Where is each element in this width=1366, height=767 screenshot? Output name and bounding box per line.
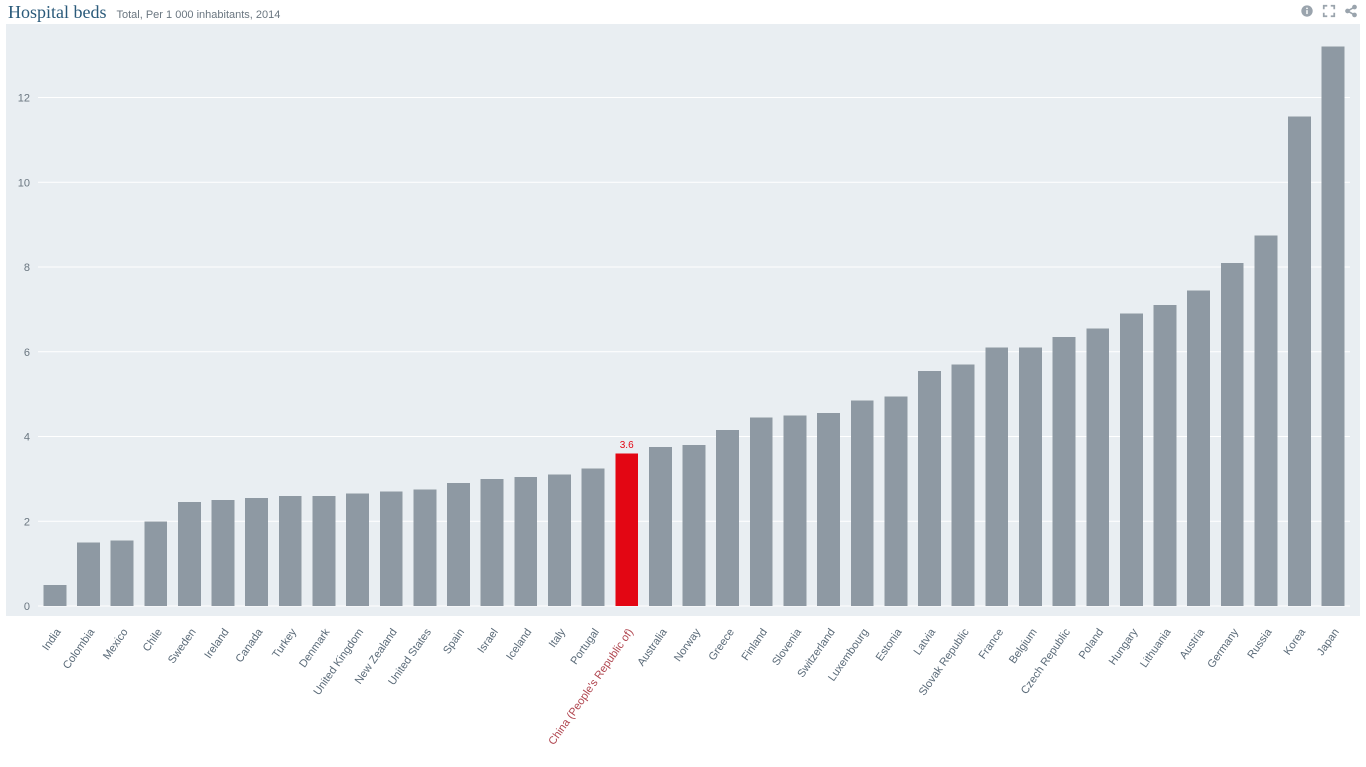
toolbar — [1300, 4, 1358, 18]
bar[interactable] — [683, 445, 706, 606]
y-tick-label: 8 — [24, 262, 30, 274]
x-tick-label: Estonia — [874, 627, 905, 664]
chart-container: Hospital beds Total, Per 1 000 inhabitan… — [0, 0, 1366, 767]
bar[interactable] — [144, 521, 167, 606]
page-title: Hospital beds — [8, 2, 107, 23]
bar[interactable] — [514, 477, 537, 606]
fullscreen-icon[interactable] — [1322, 4, 1336, 18]
bar[interactable] — [447, 483, 470, 606]
x-tick-label: Hungary — [1107, 627, 1141, 668]
bar[interactable] — [1221, 263, 1244, 606]
bar[interactable] — [111, 540, 134, 606]
x-tick-label: Germany — [1205, 627, 1241, 671]
bar[interactable] — [1019, 348, 1042, 606]
y-tick-label: 10 — [18, 177, 30, 189]
x-tick-label: Lithuania — [1138, 627, 1173, 670]
x-tick-label: Chile — [140, 627, 164, 654]
bar[interactable] — [1288, 117, 1311, 606]
bar[interactable] — [783, 415, 806, 606]
bar[interactable] — [43, 585, 66, 606]
x-tick-label: Turkey — [270, 627, 299, 661]
x-tick-label: France — [976, 627, 1005, 662]
bar[interactable] — [1086, 328, 1109, 606]
bar[interactable] — [615, 453, 638, 606]
bar[interactable] — [279, 496, 302, 606]
bar[interactable] — [1322, 47, 1345, 606]
bar[interactable] — [380, 492, 403, 606]
bar[interactable] — [212, 500, 235, 606]
x-axis-labels: IndiaColombiaMexico ChileSwedenIrelandCan… — [6, 618, 1360, 767]
bar[interactable] — [1254, 235, 1277, 606]
x-tick-label: Belgium — [1007, 627, 1040, 666]
bar-value-label: 3.6 — [620, 440, 634, 451]
bar[interactable] — [313, 496, 336, 606]
bar[interactable] — [1120, 314, 1143, 606]
x-tick-label: Poland — [1077, 627, 1106, 662]
x-tick-label: Sweden — [166, 627, 199, 666]
info-icon[interactable] — [1300, 4, 1314, 18]
y-tick-label: 0 — [24, 601, 30, 613]
chart-subtitle: Total, Per 1 000 inhabitants, 2014 — [117, 9, 281, 21]
x-tick-label: Mexico — [101, 627, 131, 662]
x-tick-label: Portugal — [569, 627, 602, 667]
y-tick-label: 12 — [18, 93, 30, 105]
bar[interactable] — [985, 348, 1008, 606]
x-tick-label: Italy — [547, 627, 568, 650]
bar[interactable] — [1187, 290, 1210, 606]
bar[interactable] — [918, 371, 941, 606]
bar[interactable] — [481, 479, 504, 606]
header: Hospital beds Total, Per 1 000 inhabitan… — [0, 0, 1366, 22]
bar[interactable] — [582, 468, 605, 606]
x-tick-label: Iceland — [505, 627, 535, 663]
y-tick-label: 4 — [24, 432, 30, 444]
bar[interactable] — [952, 364, 975, 606]
x-tick-label: Ireland — [203, 627, 232, 661]
x-tick-label: Israel — [476, 627, 501, 656]
bar[interactable] — [649, 447, 672, 606]
x-tick-label: Colombia — [61, 627, 97, 672]
bar[interactable] — [77, 542, 100, 606]
y-tick-label: 6 — [24, 347, 30, 359]
x-tick-label: Australia — [635, 627, 669, 669]
bar[interactable] — [548, 475, 571, 606]
bar[interactable] — [884, 396, 907, 606]
x-tick-label: Finland — [740, 627, 771, 663]
bar[interactable] — [851, 401, 874, 606]
x-tick-label: Norway — [672, 627, 703, 664]
bar[interactable] — [750, 417, 773, 606]
bar-chart-svg: 0 2 4 6 8 10 12 — [6, 24, 1360, 616]
bar[interactable] — [245, 498, 268, 606]
x-tick-label: Austria — [1178, 627, 1207, 662]
y-tick-label: 2 — [24, 516, 30, 528]
bar[interactable] — [1154, 305, 1177, 606]
plot-area: 0 2 4 6 8 10 12 3.6 — [6, 24, 1360, 616]
x-tick-label: Denmark — [297, 627, 332, 670]
bar[interactable] — [413, 489, 436, 606]
x-tick-label: Canada — [234, 627, 266, 665]
x-tick-label: Greece — [706, 627, 737, 663]
bar[interactable] — [817, 413, 840, 606]
bar[interactable] — [346, 494, 369, 606]
x-tick-label: India — [40, 627, 64, 653]
x-tick-label: Slovenia — [770, 627, 804, 668]
bar[interactable] — [1053, 337, 1076, 606]
bar[interactable] — [178, 502, 201, 606]
x-tick-label: Russia — [1246, 627, 1275, 661]
bar[interactable] — [716, 430, 739, 606]
x-tick-label: Spain — [441, 627, 467, 657]
x-tick-label: Japan — [1315, 627, 1342, 658]
x-tick-label: Korea — [1282, 627, 1309, 658]
share-icon[interactable] — [1344, 4, 1358, 18]
x-tick-label: Latvia — [912, 627, 939, 658]
